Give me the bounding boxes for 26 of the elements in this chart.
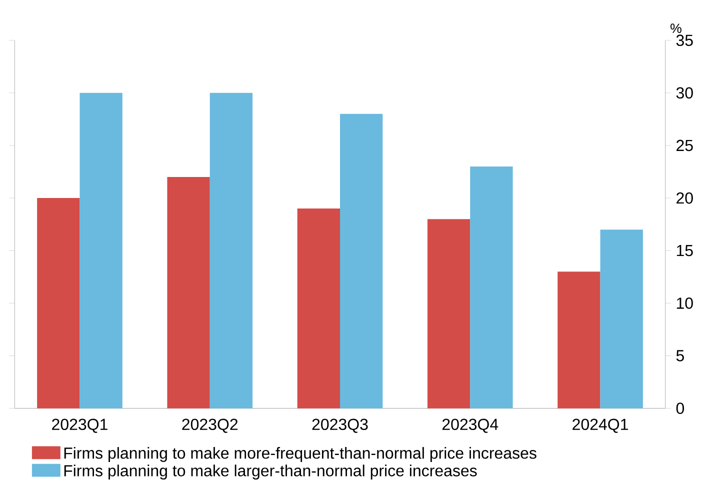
x-tick-label: 2024Q1	[572, 418, 628, 433]
bar	[167, 177, 210, 408]
legend-label: Firms planning to make larger-than-normal price increases	[64, 464, 477, 480]
bar	[37, 198, 80, 408]
x-tick-label: 2023Q2	[182, 418, 238, 433]
legend-label: Firms planning to make more-frequent-than-normal price increases	[64, 447, 536, 462]
bar	[600, 230, 643, 408]
bar	[470, 166, 513, 408]
x-tick-label: 2023Q1	[52, 418, 108, 433]
x-tick-label: 2023Q4	[442, 418, 498, 433]
bar	[427, 219, 470, 408]
x-tick-label: 2023Q3	[312, 418, 368, 433]
bar	[297, 208, 340, 408]
y-tick-label: 35	[676, 34, 693, 46]
bar	[80, 92, 122, 408]
y-tick-label: 25	[676, 140, 693, 152]
y-tick-label: 20	[676, 192, 693, 204]
bar	[210, 92, 253, 408]
y-tick-label: 5	[676, 350, 684, 362]
y-tick-label: 10	[676, 298, 693, 309]
bar	[558, 272, 600, 408]
y-tick-label: 0	[676, 402, 684, 414]
y-tick-label: 30	[676, 87, 693, 99]
y-axis-title: %	[670, 24, 682, 33]
bar	[340, 114, 383, 408]
y-tick-label: 15	[676, 245, 693, 256]
